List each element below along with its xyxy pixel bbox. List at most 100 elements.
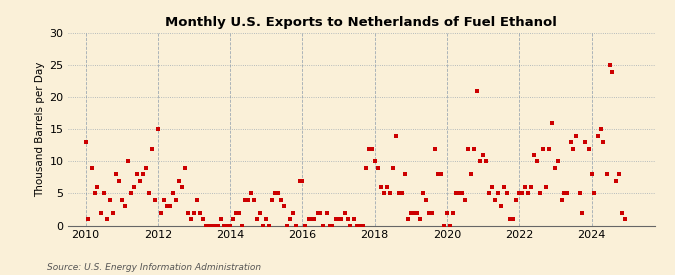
Point — [559, 191, 570, 196]
Point — [165, 204, 176, 208]
Point — [200, 223, 211, 228]
Point — [367, 146, 377, 151]
Point — [523, 191, 534, 196]
Point — [514, 191, 524, 196]
Point — [595, 127, 606, 131]
Point — [113, 178, 124, 183]
Point — [204, 223, 215, 228]
Point — [529, 153, 540, 157]
Point — [128, 185, 139, 189]
Point — [246, 191, 256, 196]
Point — [150, 198, 161, 202]
Point — [159, 198, 169, 202]
Point — [577, 210, 588, 215]
Point — [234, 210, 244, 215]
Point — [433, 172, 443, 176]
Point — [105, 198, 115, 202]
Point — [80, 140, 91, 144]
Point — [86, 166, 97, 170]
Point — [216, 217, 227, 221]
Point — [219, 223, 230, 228]
Point — [213, 223, 223, 228]
Point — [412, 210, 423, 215]
Point — [300, 223, 310, 228]
Point — [502, 191, 513, 196]
Point — [532, 159, 543, 164]
Point — [535, 191, 545, 196]
Point — [423, 210, 434, 215]
Point — [321, 210, 332, 215]
Point — [598, 140, 609, 144]
Point — [209, 223, 220, 228]
Point — [375, 185, 386, 189]
Point — [312, 210, 323, 215]
Point — [460, 198, 470, 202]
Point — [571, 133, 582, 138]
Point — [155, 210, 166, 215]
Point — [252, 217, 263, 221]
Point — [282, 223, 293, 228]
Point — [472, 89, 483, 93]
Point — [83, 217, 94, 221]
Point — [574, 191, 585, 196]
Point — [451, 191, 462, 196]
Point — [385, 191, 396, 196]
Point — [444, 223, 455, 228]
Point — [89, 191, 100, 196]
Point — [550, 166, 561, 170]
Point — [182, 210, 193, 215]
Point — [249, 198, 260, 202]
Point — [107, 210, 118, 215]
Point — [526, 185, 537, 189]
Point — [468, 146, 479, 151]
Point — [285, 217, 296, 221]
Point — [180, 166, 190, 170]
Point — [499, 185, 510, 189]
Point — [487, 185, 497, 189]
Point — [288, 210, 299, 215]
Point — [207, 223, 217, 228]
Point — [273, 191, 284, 196]
Point — [462, 146, 473, 151]
Point — [547, 121, 558, 125]
Point — [481, 159, 491, 164]
Point — [553, 159, 564, 164]
Point — [357, 223, 368, 228]
Point — [336, 217, 347, 221]
Point — [137, 172, 148, 176]
Point — [231, 210, 242, 215]
Point — [457, 191, 468, 196]
Point — [258, 223, 269, 228]
Point — [294, 178, 305, 183]
Point — [562, 191, 572, 196]
Point — [607, 69, 618, 74]
Point — [153, 127, 163, 131]
Point — [240, 198, 250, 202]
Point — [601, 172, 612, 176]
Point — [475, 159, 485, 164]
Point — [95, 210, 106, 215]
Point — [363, 146, 374, 151]
Point — [237, 223, 248, 228]
Point — [327, 223, 338, 228]
Point — [243, 198, 254, 202]
Point — [620, 217, 630, 221]
Point — [122, 159, 133, 164]
Point — [394, 191, 404, 196]
Point — [378, 191, 389, 196]
Point — [119, 204, 130, 208]
Point — [99, 191, 109, 196]
Point — [478, 153, 489, 157]
Point — [511, 198, 522, 202]
Point — [306, 217, 317, 221]
Point — [372, 166, 383, 170]
Point — [297, 178, 308, 183]
Point — [369, 159, 380, 164]
Point — [417, 191, 428, 196]
Point — [186, 217, 196, 221]
Point — [261, 217, 271, 221]
Point — [592, 133, 603, 138]
Point — [466, 172, 477, 176]
Point — [586, 172, 597, 176]
Point — [146, 146, 157, 151]
